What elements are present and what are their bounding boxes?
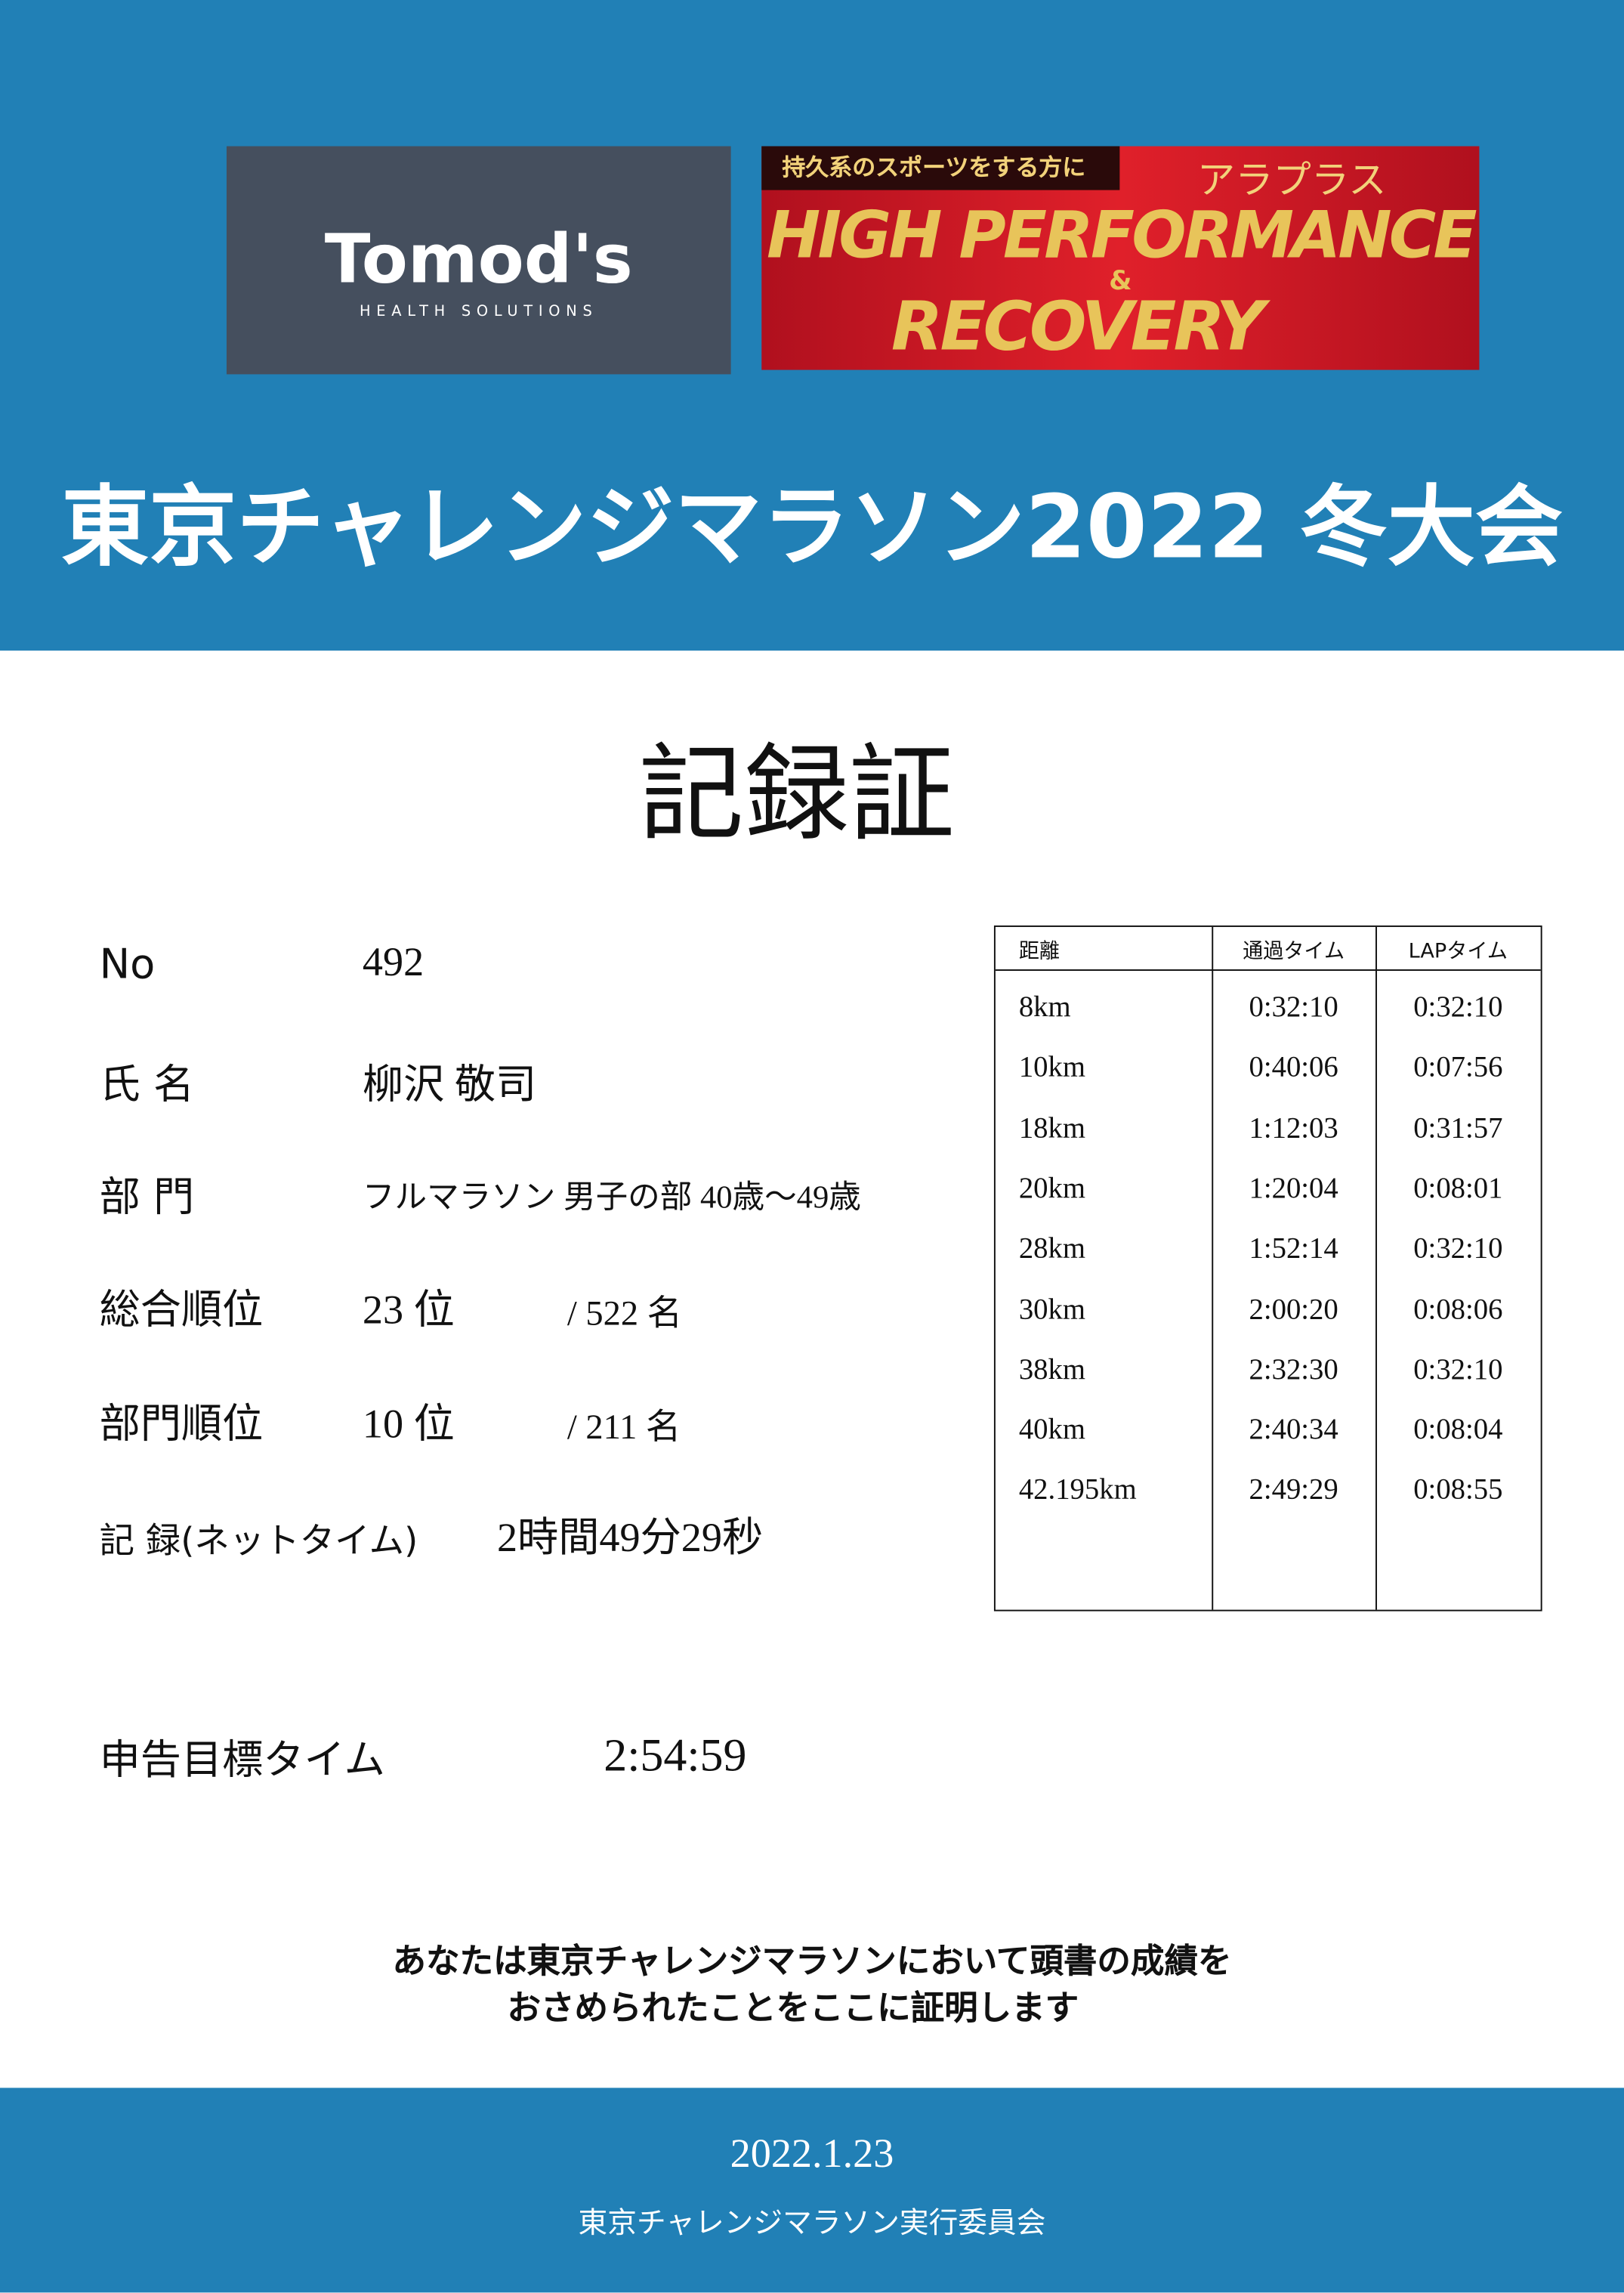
table-cell: 0:08:55 (1413, 1474, 1503, 1507)
banner-amp: & (1109, 266, 1132, 297)
table-cell: 2:49:29 (1249, 1474, 1338, 1507)
table-cell: 0:08:04 (1413, 1414, 1503, 1447)
table-cell: 0:08:06 (1413, 1293, 1503, 1326)
field-total: / 211 名 (567, 1409, 681, 1448)
date: 2022.1.23 (730, 2131, 894, 2177)
table-cell: 0:32:10 (1413, 991, 1503, 1024)
statement-line: あなたは東京チャレンジマラソンにおいて頭書の成績を (392, 1942, 1232, 1982)
banner: 持久系のスポーツをする方に アラプラス HIGH PERFORMANCE & R… (761, 146, 1480, 370)
event-title: 東京チャレンジマラソン2022 冬大会 (61, 476, 1563, 579)
table-cell: 40km (1018, 1414, 1085, 1447)
field-label: 氏 名 (99, 1060, 195, 1108)
brand-name: Tomod's (324, 219, 633, 298)
table-cell: 2:00:20 (1249, 1293, 1338, 1326)
table-cell: 0:07:56 (1413, 1051, 1503, 1084)
banner-tag: 持久系のスポーツをする方に (761, 146, 1120, 190)
table-cell: 8km (1018, 991, 1071, 1024)
table-cell: 1:20:04 (1249, 1172, 1338, 1205)
field-value: 柳沢 敬司 (362, 1062, 537, 1108)
table-cell: 2:40:34 (1249, 1414, 1338, 1447)
table-cell: 0:08:01 (1413, 1172, 1503, 1205)
table-cell: 20km (1018, 1172, 1085, 1205)
table-cell: 38km (1018, 1353, 1085, 1386)
table-cell: 0:32:10 (1413, 1353, 1503, 1386)
column-rule (1375, 926, 1377, 1610)
banner-brand: アラプラス (1196, 159, 1387, 202)
banner-line: HIGH PERFORMANCE (767, 199, 1477, 273)
banner-line: RECOVERY (891, 286, 1265, 366)
table-cell: 42.195km (1018, 1474, 1137, 1507)
table-cell: 0:40:06 (1249, 1051, 1338, 1084)
table-cell: 30km (1018, 1293, 1085, 1326)
brand-sub: HEALTH SOLUTIONS (359, 304, 598, 320)
table-header: LAPタイム (1408, 940, 1508, 964)
brand-logo: Tomod's HEALTH SOLUTIONS (226, 146, 731, 375)
field-label: 総合順位 (99, 1285, 264, 1333)
column-rule (1212, 926, 1214, 1610)
certificate-title: 記録証 (638, 737, 955, 854)
field-label: 部門順位 (99, 1398, 264, 1448)
field-value: 492 (362, 940, 425, 986)
footer-band: 2022.1.23 東京チャレンジマラソン実行委員会 (0, 2087, 1624, 2293)
table-header: 通過タイム (1243, 940, 1345, 964)
field-label: 記 録(ネットタイム) (99, 1520, 418, 1562)
table-cell: 1:12:03 (1249, 1111, 1338, 1145)
organizer: 東京チャレンジマラソン実行委員会 (578, 2208, 1046, 2240)
field-value: フルマラソン 男子の部 40歳～49歳 (362, 1178, 861, 1216)
field-label: 部 門 (99, 1173, 195, 1221)
field-value: 23 位 (362, 1287, 455, 1333)
statement-line: おさめられたことをここに証明します (507, 1989, 1079, 2029)
field-label: No (99, 940, 156, 989)
field-value: 10 位 (362, 1401, 455, 1448)
table-cell: 0:32:10 (1249, 991, 1338, 1024)
target-label: 申告目標タイム (99, 1735, 385, 1784)
table-cell: 2:32:30 (1249, 1353, 1338, 1386)
table-cell: 1:52:14 (1249, 1232, 1338, 1265)
table-cell: 18km (1018, 1111, 1085, 1145)
table-cell: 10km (1018, 1051, 1085, 1084)
target-value: 2:54:59 (604, 1728, 747, 1782)
table-cell: 0:32:10 (1413, 1232, 1503, 1265)
table-header: 距離 (1018, 940, 1061, 964)
header-rule (995, 969, 1541, 971)
split-table: 距離 通過タイム LAPタイム 8km 0:32:10 0:32:10 10km 0:40:0… (993, 925, 1542, 1612)
table-cell: 28km (1018, 1232, 1085, 1265)
field-value: 2時間49分29秒 (496, 1516, 764, 1562)
table-cell: 0:31:57 (1413, 1111, 1503, 1145)
field-total: / 522 名 (567, 1295, 683, 1333)
